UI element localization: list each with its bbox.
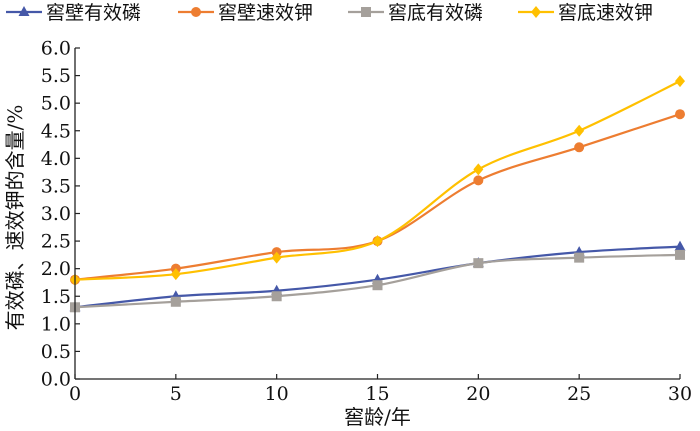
x-tick-label: 10 [265,383,289,405]
data-point [18,6,30,16]
x-axis-title: 窖龄/年 [344,405,411,429]
data-point [191,7,201,17]
series-layer [69,75,686,313]
y-tick-label: 4.0 [41,148,71,170]
legend-item: 窖底有效磷 [348,2,483,24]
y-tick-label: 0.0 [41,369,71,391]
x-tick-label: 25 [567,383,591,405]
y-tick-label: 3.0 [41,203,71,225]
data-point [531,6,541,18]
series-line [74,80,681,281]
legend-label: 窖底速效钾 [558,2,653,24]
y-axis-title: 有效磷、速效钾的含量/% [3,105,27,331]
data-point [473,175,484,186]
data-point [574,124,585,137]
series-2 [70,109,685,285]
legend-item: 窖底速效钾 [518,2,653,24]
y-tick-label: 2.5 [41,231,71,253]
series-line [74,113,681,281]
y-tick-label: 6.0 [41,38,71,60]
data-point [170,296,181,307]
axes: 0.0 0.5 1.0 1.5 2.0 2.5 3.0 3.5 4.0 4.5 5.0 5.5 6.0 0… [41,38,692,406]
legend-label: 窖壁速效钾 [218,2,313,24]
data-point [170,268,181,281]
series-3 [70,249,685,313]
data-point [674,240,686,251]
x-tick-label: 5 [170,383,182,405]
y-tick-label: 2.0 [41,258,71,280]
y-tick-label: 3.5 [41,175,71,197]
data-point [361,7,371,17]
y-tick-label: 5.5 [41,65,71,87]
y-tick-label: 1.5 [41,286,71,308]
series-4 [70,75,685,286]
data-point [372,235,383,248]
x-tick-label: 15 [365,383,389,405]
legend-item: 窖壁有效磷 [6,2,141,24]
data-point [675,75,685,88]
legend-label: 窖底有效磷 [388,2,483,24]
legend-label: 窖壁有效磷 [46,2,141,24]
data-point [675,249,685,260]
data-point [372,280,383,291]
x-tick-label: 0 [69,383,81,405]
y-tick-label: 1.0 [41,313,71,335]
data-point [574,142,585,153]
x-tick-label: 30 [668,383,692,405]
y-tick-label: 4.5 [41,120,71,142]
data-point [675,109,685,120]
data-point [271,251,282,264]
y-tick-label: 5.0 [41,93,71,115]
data-point [271,291,282,302]
data-point [473,258,484,269]
data-point [574,252,585,263]
y-tick-label: 0.5 [41,341,71,363]
legend-item: 窖壁速效钾 [178,2,313,24]
data-point [473,163,484,176]
legend: 窖壁有效磷 窖壁速效钾 窖底有效磷 窖底速效钾 [6,2,653,24]
x-tick-label: 20 [466,383,490,405]
